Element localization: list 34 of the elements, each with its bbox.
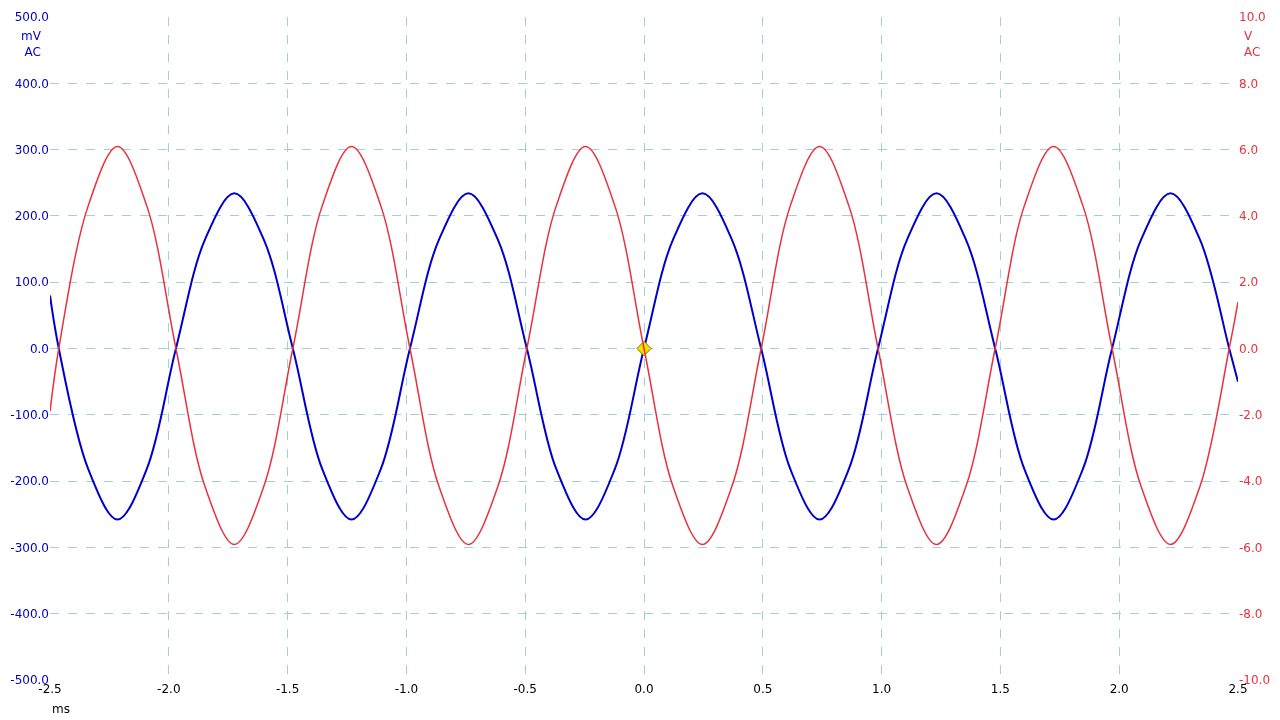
y2-tick-label: 10.0: [1239, 10, 1266, 25]
x-tick-label: -1.0: [394, 682, 419, 696]
y2-tick-label: 2.0: [1239, 275, 1259, 290]
x-tick-label: 1.0: [872, 682, 892, 696]
y-tick-label: 500.0: [14, 10, 49, 25]
y-tick-label: 200.0: [14, 209, 49, 224]
x-tick-label: -0.5: [513, 682, 537, 696]
x-axis-title: ms: [52, 702, 70, 716]
y2-tick-label: -8.0: [1239, 606, 1263, 621]
y2-tick-label: -6.0: [1239, 540, 1263, 555]
y-tick-label: -400.0: [10, 606, 49, 621]
line-series: [50, 192, 1238, 521]
y-tick-label: -100.0: [10, 408, 49, 422]
y-tick-label: 400.0: [14, 76, 49, 91]
y2-tick-label: 8.0: [1239, 76, 1259, 91]
line-series: [50, 145, 1238, 546]
y-tick-label: 100.0: [14, 275, 49, 290]
y-axis-title: mV AC: [21, 29, 42, 59]
x-tick-label: 0.5: [753, 682, 773, 696]
y-tick-label: 300.0: [14, 142, 49, 157]
y-tick-label: 0.0: [29, 341, 49, 356]
y2-axis-title: V AC: [1244, 29, 1261, 59]
x-tick-label: -1.5: [275, 682, 300, 696]
y2-tick-label: 0.0: [1239, 341, 1259, 356]
y2-tick-label: 4.0: [1239, 209, 1259, 224]
y2-tick-label: 6.0: [1239, 142, 1259, 157]
y-tick-label: -300.0: [10, 540, 49, 555]
x-tick-label: 2.0: [1109, 682, 1129, 696]
y2-tick-label: -4.0: [1239, 474, 1263, 489]
x-tick-label: 1.5: [990, 682, 1010, 696]
y-tick-label: -200.0: [10, 474, 49, 489]
x-tick-label: -2.0: [157, 682, 181, 696]
x-tick-label: 0.0: [634, 682, 654, 696]
y2-tick-label: -2.0: [1239, 408, 1263, 422]
